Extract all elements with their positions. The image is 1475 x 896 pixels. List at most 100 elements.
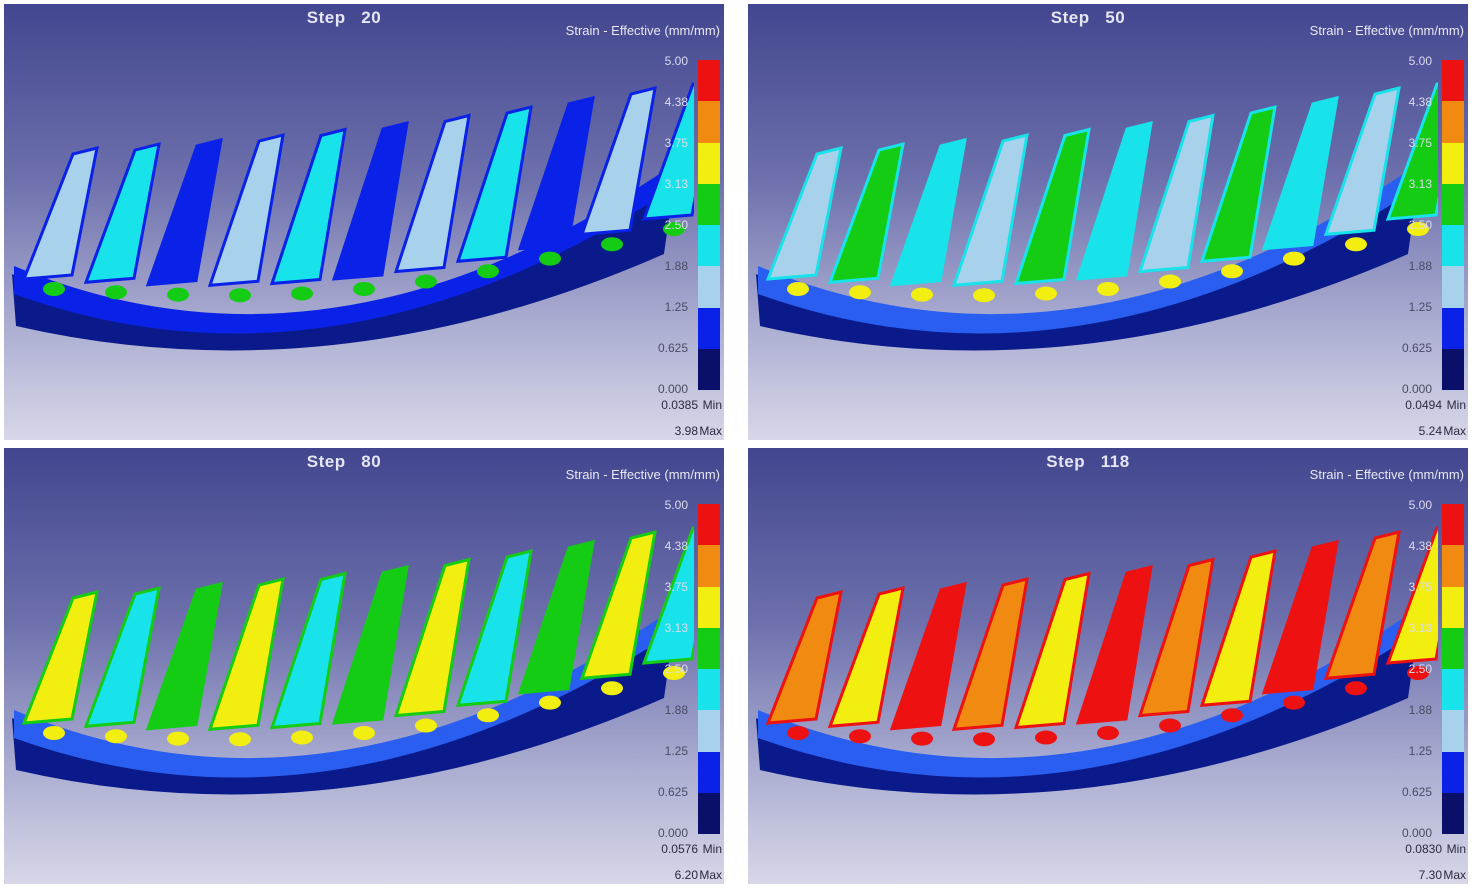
- color-scale-band: [1442, 586, 1464, 628]
- tooth-root-fillet: [353, 282, 375, 296]
- tooth-root-fillet: [477, 708, 499, 723]
- gear-tooth: [269, 571, 347, 730]
- gear-tooth: [1385, 526, 1438, 665]
- gear-root-band: [758, 608, 1418, 778]
- color-scale-band: [698, 627, 720, 669]
- scale-tick-label: 3.75: [1408, 136, 1432, 150]
- gear-root-band: [14, 164, 674, 334]
- color-scale-band: [698, 348, 720, 390]
- color-scale-band: [1442, 183, 1464, 225]
- gear-tooth: [827, 142, 905, 284]
- gear-tooth: [1261, 539, 1339, 695]
- min-label: Min: [702, 842, 722, 856]
- color-scale-band: [698, 307, 720, 349]
- color-scale-band: [698, 225, 720, 267]
- tooth-root-fillet: [43, 726, 65, 740]
- tooth-root-fillet: [1159, 274, 1181, 289]
- tooth-root-fillet: [973, 732, 995, 747]
- gear-tooth: [145, 581, 223, 731]
- scale-tick-label: 4.38: [664, 95, 688, 109]
- gear-segment-model: [756, 82, 1438, 351]
- scale-tick-label: 2.50: [664, 662, 688, 676]
- color-scale-band: [1442, 307, 1464, 349]
- gear-tooth: [1013, 127, 1091, 286]
- step-title: Step 50: [1050, 8, 1126, 27]
- tooth-root-fillet: [477, 264, 499, 279]
- min-label: Min: [1446, 398, 1466, 412]
- scale-tick-label: 0.625: [657, 785, 688, 799]
- min-label: Min: [1446, 842, 1466, 856]
- max-label: Max: [1443, 424, 1466, 438]
- scale-tick-label: 5.00: [664, 498, 688, 512]
- color-scale-band: [698, 710, 720, 752]
- tooth-root-fillet: [167, 731, 189, 746]
- simulation-panel-step-80: Step 80 Strain - Effective (mm/mm) 5.00 4.3…: [4, 448, 724, 884]
- legend-title: Strain - Effective (mm/mm): [1309, 23, 1464, 38]
- scale-tick-label: 1.25: [664, 744, 688, 758]
- gear-tooth: [1075, 564, 1153, 725]
- step-title: Step 80: [306, 452, 382, 471]
- legend-title: Strain - Effective (mm/mm): [565, 467, 720, 482]
- scale-tick-label: 0.000: [657, 382, 688, 396]
- min-value: 0.0576: [661, 842, 698, 856]
- gear-base-ring: [756, 169, 1420, 351]
- tooth-root-fillet: [1097, 726, 1119, 740]
- max-value: 5.24: [1418, 424, 1442, 438]
- tooth-root-fillet: [973, 288, 995, 303]
- tooth-root-fillet: [1407, 666, 1429, 680]
- gear-tooth: [765, 589, 843, 725]
- scale-tick-label: 3.75: [664, 136, 688, 150]
- scale-tick-label: 4.38: [664, 539, 688, 553]
- gear-tooth: [207, 577, 285, 731]
- color-scale-bar: [1442, 504, 1464, 834]
- color-scale-band: [698, 545, 720, 587]
- scale-tick-label: 5.00: [1408, 498, 1432, 512]
- scale-tick-label: 1.25: [1408, 744, 1432, 758]
- gear-tooth: [579, 530, 657, 680]
- gear-tooth: [1199, 105, 1277, 263]
- scale-tick-label: 0.000: [657, 826, 688, 840]
- tooth-root-fillet: [229, 288, 251, 303]
- scale-tick-label: 4.38: [1408, 539, 1432, 553]
- scale-tick-label: 0.000: [1401, 382, 1432, 396]
- scale-tick-label: 3.13: [664, 621, 688, 635]
- scale-tick-label: 3.13: [664, 177, 688, 191]
- tooth-root-fillet: [787, 282, 809, 296]
- color-scale-band: [698, 504, 720, 546]
- gear-tooth: [1385, 82, 1438, 221]
- gear-tooth: [951, 133, 1029, 287]
- gear-tooth: [951, 577, 1029, 731]
- gear-tooth: [1261, 95, 1339, 251]
- gear-tooth: [1075, 120, 1153, 281]
- scale-tick-label: 1.25: [1408, 300, 1432, 314]
- min-value: 0.0494: [1405, 398, 1442, 412]
- gear-tooth: [765, 145, 843, 281]
- tooth-root-fillet: [1221, 708, 1243, 723]
- tooth-root-fillet: [1407, 222, 1429, 236]
- color-scale-band: [1442, 627, 1464, 669]
- scale-tick-label: 0.625: [1401, 785, 1432, 799]
- scale-tick-label: 1.88: [1408, 259, 1432, 273]
- gear-tooth: [331, 564, 409, 725]
- gear-tooth: [83, 142, 161, 284]
- tooth-root-fillet: [291, 286, 313, 301]
- legend-title: Strain - Effective (mm/mm): [565, 23, 720, 38]
- tooth-root-fillet: [1097, 282, 1119, 296]
- gear-tooth: [1199, 549, 1277, 707]
- color-scale-band: [1442, 792, 1464, 834]
- gear-root-band: [758, 164, 1418, 334]
- min-label: Min: [702, 398, 722, 412]
- scale-tick-label: 1.88: [1408, 703, 1432, 717]
- tooth-root-fillet: [105, 729, 127, 744]
- max-label: Max: [1443, 868, 1466, 882]
- scale-tick-label: 5.00: [664, 54, 688, 68]
- scale-tick-label: 0.625: [1401, 341, 1432, 355]
- gear-tooth: [207, 133, 285, 287]
- gear-tooth: [517, 95, 595, 251]
- color-scale-band: [1442, 669, 1464, 711]
- gear-base-ring: [12, 169, 676, 351]
- gear-tooth: [455, 105, 533, 263]
- gear-tooth: [1323, 86, 1401, 236]
- tooth-root-fillet: [911, 731, 933, 746]
- color-scale-band: [698, 101, 720, 143]
